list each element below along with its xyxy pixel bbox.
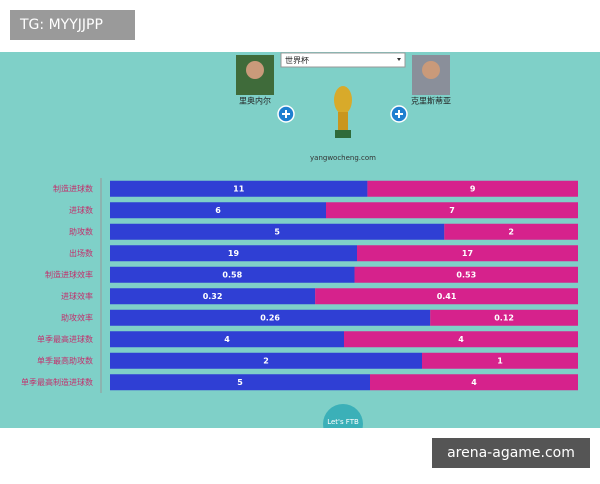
bar-segment: [357, 245, 578, 262]
category-label: 单季最高助攻数: [37, 355, 93, 365]
dropdown-value: 世界杯: [285, 55, 309, 65]
value-label: 19: [228, 249, 240, 258]
bar-segment: [110, 331, 344, 348]
value-label: 5: [237, 378, 243, 387]
category-label: 出场数: [69, 248, 93, 258]
player-name: 里奥内尔: [239, 96, 271, 106]
site-name: yangwocheng.com: [310, 154, 376, 162]
value-label: 4: [224, 335, 230, 344]
player-face: [246, 61, 264, 79]
category-label: 进球效率: [61, 291, 93, 301]
value-label: 0.32: [203, 292, 223, 301]
value-label: 1: [497, 356, 503, 365]
value-label: 0.12: [494, 313, 514, 322]
value-label: 0.53: [456, 270, 476, 279]
value-label: 9: [470, 184, 476, 193]
watermark-box: [10, 10, 135, 40]
trophy: [338, 112, 348, 130]
category-label: 制造进球效率: [45, 269, 93, 279]
value-label: 5: [274, 227, 280, 236]
value-label: 6: [215, 206, 221, 215]
value-label: 2: [508, 227, 514, 236]
value-label: 17: [462, 249, 473, 258]
bar-segment: [326, 202, 578, 219]
footer-watermark: arena-agame.com: [447, 445, 575, 461]
bar-segment: [315, 288, 578, 305]
value-label: 11: [233, 184, 245, 193]
player-name: 克里斯蒂亚: [411, 96, 451, 106]
footer-watermark-box: [432, 438, 590, 468]
category-label: 单季最高制造进球数: [21, 377, 93, 387]
value-label: 0.58: [222, 270, 242, 279]
badge-text: Let's FTB: [327, 418, 359, 426]
bar-segment: [430, 309, 578, 326]
category-label: 助攻数: [69, 226, 93, 236]
bar-segment: [110, 245, 357, 262]
value-label: 4: [471, 378, 477, 387]
bar-segment: [422, 352, 578, 369]
category-label: 制造进球数: [53, 183, 93, 193]
plus-icon: [395, 110, 403, 118]
bar-segment: [344, 331, 578, 348]
bar-segment: [110, 180, 368, 197]
bar-segment: [370, 374, 578, 391]
bar-segment: [110, 223, 445, 240]
panel: [0, 52, 600, 428]
bar-segment: [110, 374, 370, 391]
dropdown[interactable]: [280, 52, 406, 68]
trophy-base: [335, 130, 351, 138]
bar-segment: [110, 288, 316, 305]
value-label: 2: [263, 356, 269, 365]
dropdown-arrow: [397, 58, 401, 61]
value-label: 0.41: [437, 292, 457, 301]
category-label: 助攻效率: [61, 312, 93, 322]
value-label: 4: [458, 335, 464, 344]
plus-icon: [282, 110, 290, 118]
bar-segment: [367, 180, 578, 197]
bar-segment: [110, 202, 326, 219]
chart: 制造进球数 11 9 进球数 6 7 助攻数 5 2 出场数 19 17 制造进球效率 0.58 0.53 进…: [21, 180, 578, 391]
player-face: [422, 61, 440, 79]
category-label: 单季最高进球数: [37, 334, 93, 344]
bar-segment: [444, 223, 578, 240]
watermark: TG: MYYJJPP: [19, 17, 103, 33]
trophy: [334, 86, 352, 114]
bar-segment: [110, 309, 431, 326]
bar-segment: [110, 352, 422, 369]
bar-segment: [354, 266, 578, 283]
bar-segment: [110, 266, 355, 283]
category-label: 进球数: [69, 205, 93, 215]
value-label: 0.26: [260, 313, 280, 322]
value-label: 7: [449, 206, 455, 215]
